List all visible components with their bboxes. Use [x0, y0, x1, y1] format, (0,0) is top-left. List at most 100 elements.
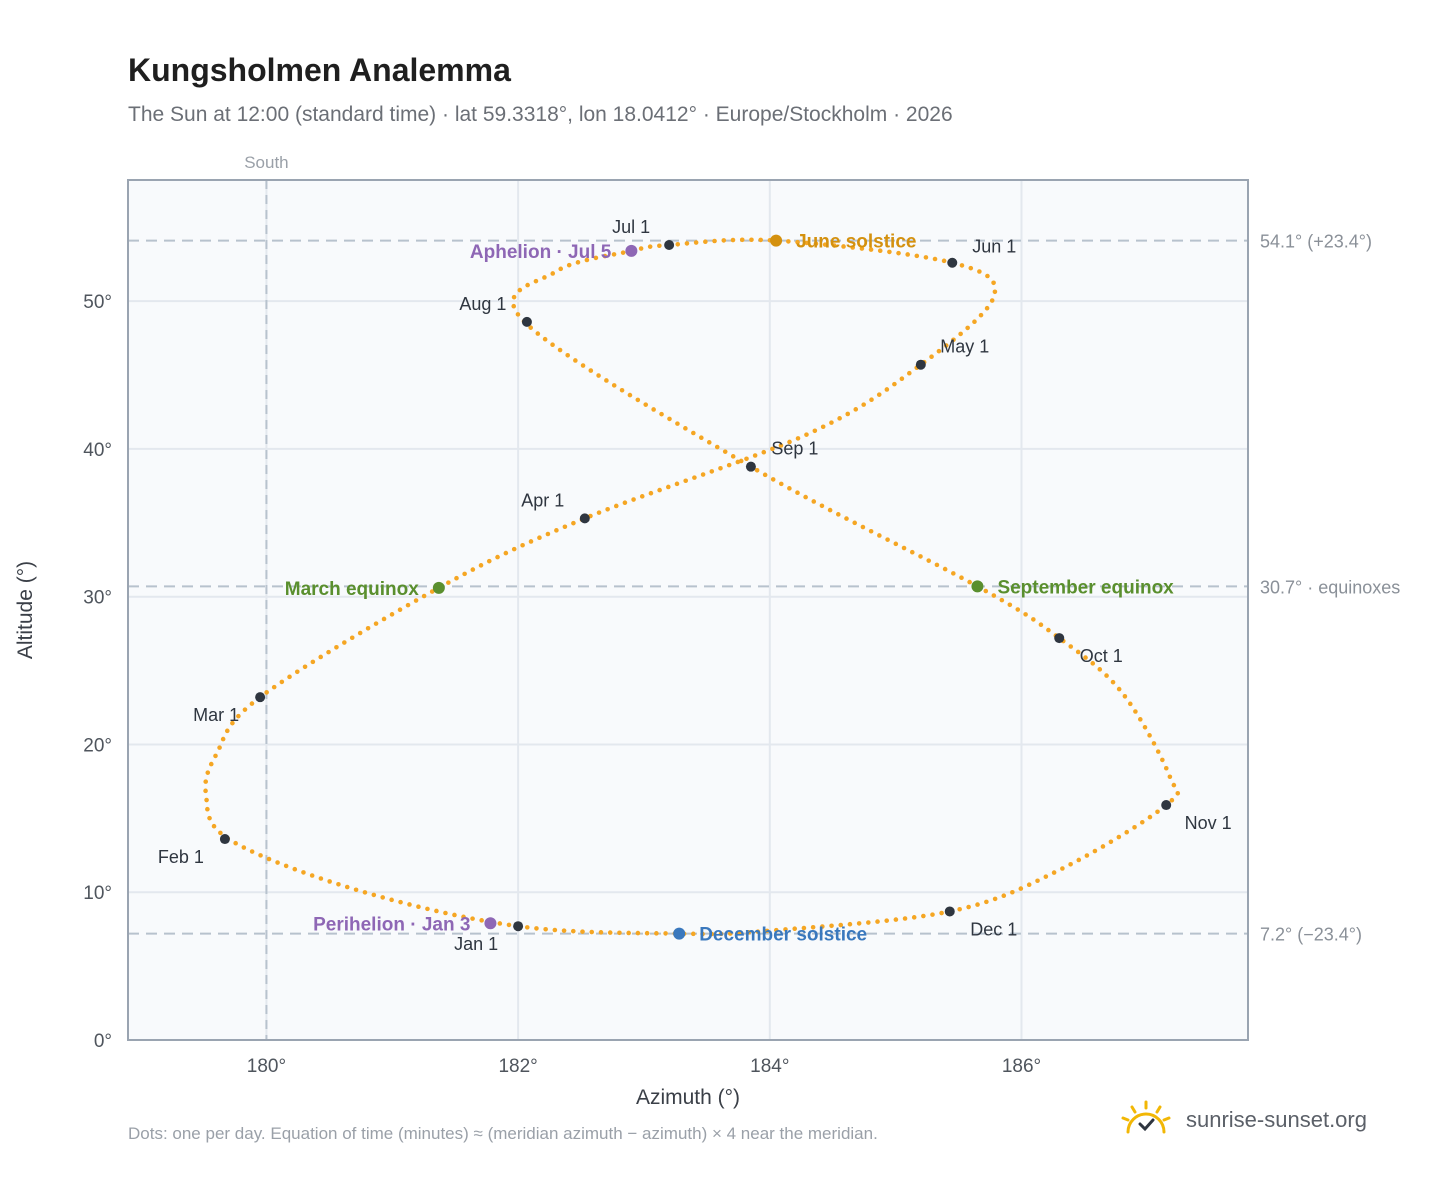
- daily-sun-dot: [535, 331, 541, 336]
- daily-sun-dot: [570, 928, 576, 934]
- daily-sun-dot: [353, 887, 359, 893]
- daily-sun-dot: [966, 904, 971, 910]
- daily-sun-dot: [700, 931, 705, 937]
- daily-sun-dot: [371, 892, 377, 898]
- daily-sun-dot: [921, 913, 926, 919]
- daily-sun-dot: [622, 500, 628, 506]
- daily-sun-dot: [236, 713, 241, 719]
- daily-sun-dot: [1046, 627, 1051, 633]
- daily-sun-dot: [884, 918, 890, 923]
- daily-sun-dot: [847, 921, 853, 927]
- daily-sun-dot: [967, 579, 972, 585]
- event-marker-dot: [673, 927, 686, 940]
- daily-sun-dot: [829, 923, 834, 929]
- daily-sun-dot: [1026, 882, 1032, 888]
- daily-sun-dot: [958, 331, 963, 337]
- daily-sun-dot: [972, 319, 977, 324]
- daily-sun-dot: [545, 531, 551, 537]
- daily-sun-dot: [887, 249, 892, 255]
- event-label: December solstice: [699, 925, 867, 946]
- daily-sun-dot: [783, 927, 788, 932]
- daily-sun-dot: [852, 520, 858, 526]
- daily-sun-dot: [844, 516, 849, 521]
- daily-sun-dot: [770, 446, 775, 452]
- daily-sun-dot: [470, 916, 475, 921]
- daily-sun-dot: [207, 815, 212, 821]
- x-tick-label: 186°: [1002, 1056, 1041, 1077]
- month-marker-label: Oct 1: [1080, 646, 1123, 666]
- daily-sun-dot: [918, 554, 923, 559]
- daily-sun-dot: [877, 248, 883, 254]
- daily-sun-dot: [984, 899, 989, 905]
- daily-sun-dot: [968, 265, 974, 271]
- reference-line-label: 7.2° (−23.4°): [1260, 925, 1362, 945]
- reference-lines: South 54.1° (+23.4°) 30.7° · equinoxes 7.2°…: [128, 153, 1400, 1040]
- daily-sun-dot: [213, 753, 218, 759]
- daily-sun-dot: [722, 449, 728, 454]
- daily-sun-dot: [580, 929, 585, 934]
- daily-sun-dot: [930, 912, 935, 917]
- event-label: Aphelion · Jul 5: [470, 242, 612, 263]
- daily-sun-dot: [801, 925, 807, 931]
- daily-sun-dot: [709, 469, 715, 474]
- daily-sun-dot: [1147, 814, 1153, 820]
- daily-sun-dot: [659, 411, 664, 417]
- daily-sun-dot: [1007, 602, 1013, 608]
- daily-sun-dot: [218, 830, 223, 836]
- x-axis-label: Azimuth (°): [636, 1086, 740, 1109]
- daily-sun-dot: [726, 462, 732, 468]
- daily-sun-dot: [365, 626, 371, 631]
- daily-sun-dot: [279, 679, 285, 685]
- daily-sun-dot: [739, 237, 745, 243]
- daily-sun-dot: [861, 402, 866, 407]
- event-label: June solstice: [796, 232, 916, 253]
- daily-sun-dot: [533, 278, 539, 284]
- daily-sun-dot: [866, 920, 871, 925]
- y-tick-label: 0°: [94, 1031, 112, 1052]
- daily-sun-dot: [1151, 741, 1157, 746]
- daily-sun-dot: [838, 922, 844, 928]
- daily-sun-dot: [627, 392, 633, 398]
- daily-sun-dot: [868, 528, 874, 534]
- month-marker-label: Aug 1: [459, 294, 506, 314]
- daily-sun-dot: [294, 669, 300, 675]
- daily-sun-dot: [534, 926, 539, 931]
- daily-sun-dot: [1001, 893, 1007, 899]
- brand[interactable]: sunrise-sunset.org: [1120, 1100, 1367, 1139]
- y-axis-label: Altitude (°): [14, 561, 37, 659]
- daily-sun-dot: [939, 910, 944, 916]
- daily-sun-dot: [860, 524, 866, 530]
- month-marker-dot: [255, 692, 266, 703]
- month-marker-label: Jun 1: [972, 237, 1016, 257]
- daily-sun-dot: [1142, 724, 1148, 730]
- daily-sun-dot: [203, 788, 208, 794]
- daily-sun-dot: [389, 612, 395, 617]
- month-markers: Jan 1 Feb 1 Mar 1 Apr 1 May 1 Jun 1 Jul 1 Aug 1…: [158, 217, 1232, 954]
- daily-sun-dot: [1090, 661, 1096, 666]
- daily-sun-dot: [1010, 889, 1015, 895]
- daily-sun-dot: [868, 247, 874, 252]
- daily-sun-dot: [318, 876, 324, 881]
- daily-sun-dot: [721, 238, 727, 243]
- daily-sun-dot: [470, 567, 476, 572]
- daily-sun-dot: [706, 440, 712, 445]
- daily-sun-dot: [905, 252, 910, 257]
- daily-sun-dot: [989, 298, 995, 303]
- daily-sun-dot: [700, 472, 706, 477]
- daily-sun-dot: [258, 853, 263, 858]
- daily-sun-dot: [224, 728, 230, 734]
- daily-sun-dot: [899, 376, 905, 382]
- daily-sun-dot: [1068, 644, 1074, 649]
- daily-sun-dot: [983, 588, 989, 594]
- daily-sun-dot: [302, 664, 308, 670]
- daily-sun-dot: [923, 255, 929, 260]
- daily-sun-dot: [683, 478, 689, 484]
- month-marker-dot: [521, 316, 532, 327]
- daily-sun-dot: [959, 263, 965, 268]
- daily-sun-dot: [605, 506, 610, 512]
- daily-sun-dot: [503, 550, 509, 556]
- daily-sun-dot: [942, 566, 948, 572]
- daily-sun-dot: [984, 305, 990, 311]
- daily-sun-dot: [264, 690, 269, 695]
